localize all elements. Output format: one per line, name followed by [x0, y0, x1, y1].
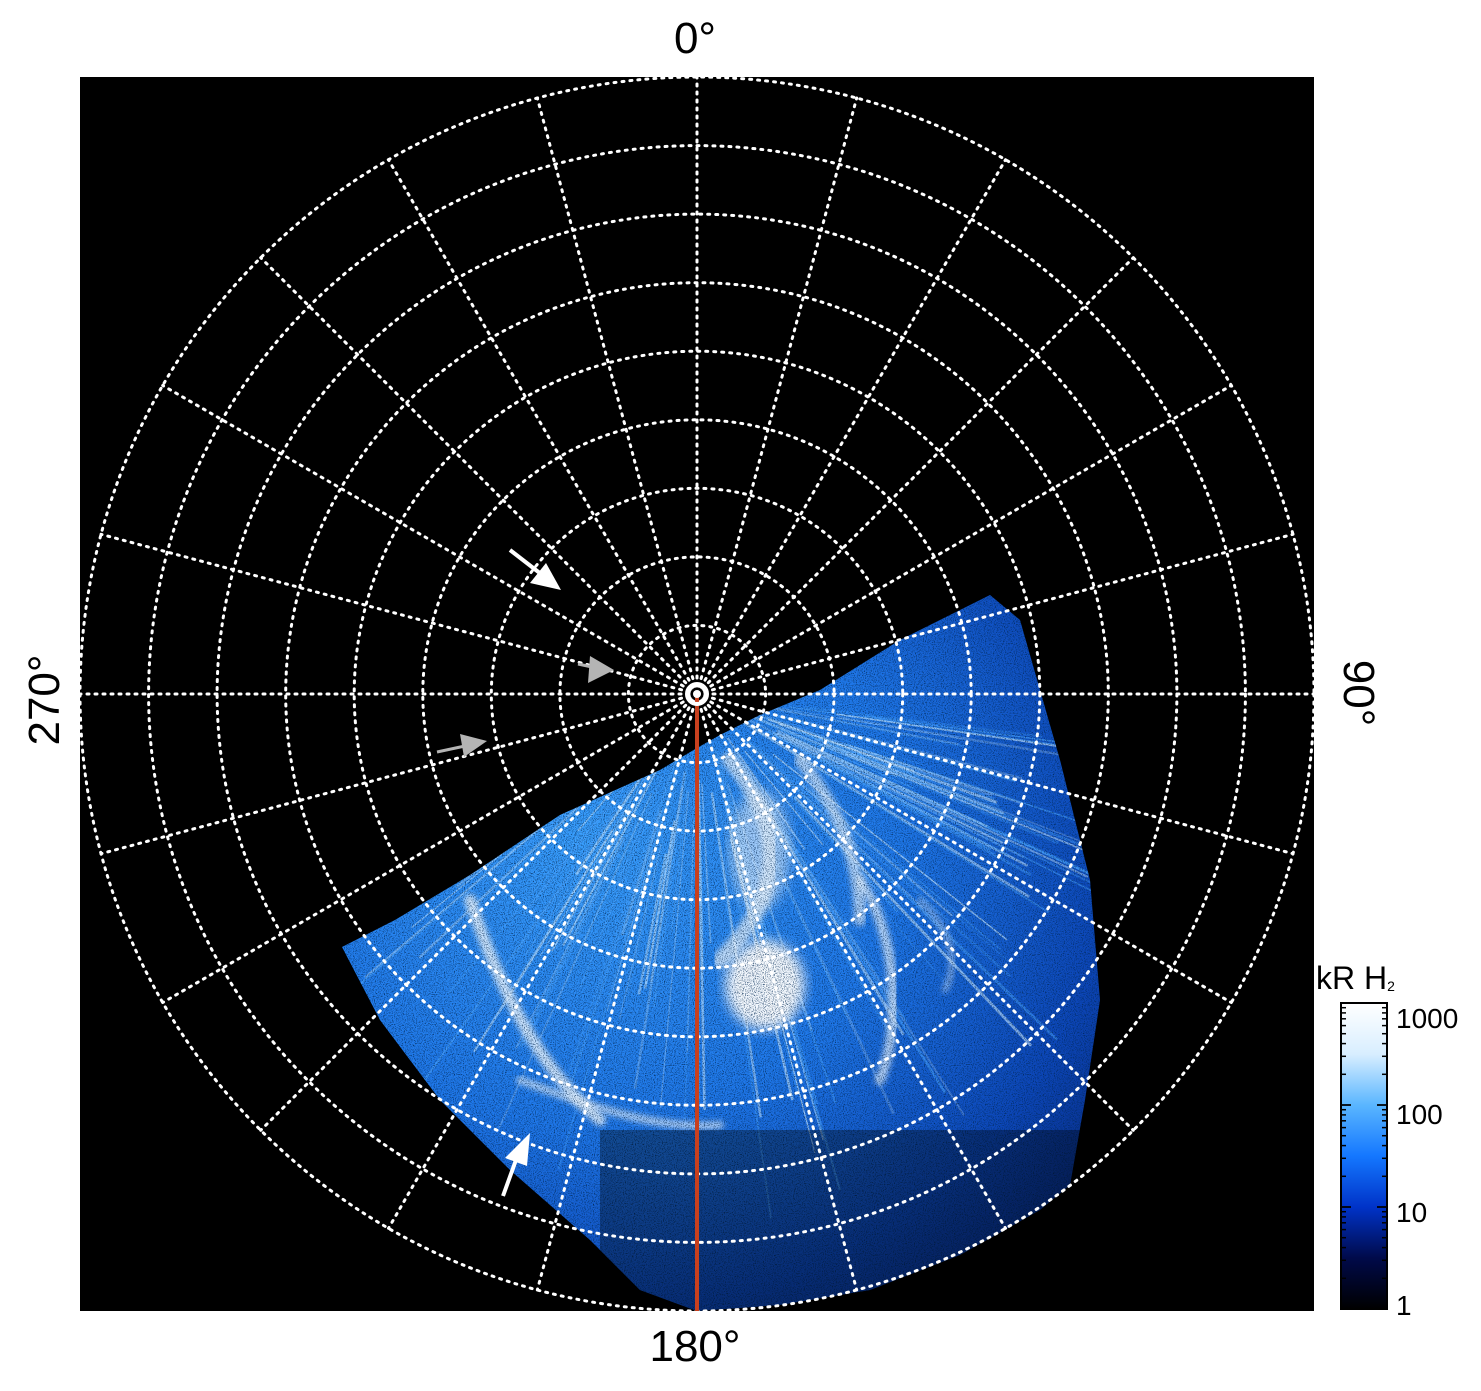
- grid-meridian: [695, 692, 859, 1292]
- grid-meridian: [259, 256, 699, 696]
- grid-meridian: [695, 256, 1135, 696]
- colorbar-minor-ticks: [1341, 1002, 1387, 1310]
- angle-label-270: 270°: [20, 654, 69, 746]
- angle-label-180: 180°: [649, 1322, 741, 1371]
- grid-meridian: [695, 96, 859, 696]
- angle-label-0: 0°: [673, 14, 717, 63]
- grid-meridian: [695, 692, 1233, 1004]
- grid-meridian: [161, 692, 699, 1004]
- grid-meridian: [387, 158, 699, 696]
- colorbar-title: kR H2: [1316, 960, 1395, 1004]
- angle-label-90: 90°: [1334, 659, 1383, 727]
- colorbar-title-text: kR H: [1316, 960, 1388, 996]
- grid-meridian: [695, 158, 1007, 696]
- annotation-arrows: [436, 548, 614, 1197]
- grid-meridian: [535, 96, 699, 696]
- colorbar-gradient: [1340, 1002, 1388, 1310]
- grid-meridian: [387, 692, 699, 1230]
- white-arrow-upper: [508, 548, 561, 590]
- grid-meridian: [695, 384, 1233, 696]
- white-arrow-bottom: [501, 1133, 530, 1197]
- grey-arrow-middle: [577, 656, 614, 683]
- colorbar-tick-label: 100: [1396, 1099, 1443, 1130]
- grid-meridian: [695, 692, 1295, 856]
- grid-meridian: [695, 532, 1295, 696]
- pole-marker-inner: [693, 690, 701, 698]
- grid-ring: [147, 144, 1247, 1244]
- grid-meridian: [161, 384, 699, 696]
- colorbar-tick-label: 10: [1396, 1197, 1428, 1228]
- colorbar-tick-label: 1: [1396, 1290, 1412, 1321]
- grid-meridian: [259, 692, 699, 1132]
- colorbar: [1340, 1002, 1388, 1310]
- colorbar-title-subscript: 2: [1387, 978, 1395, 994]
- grid-meridian: [695, 692, 1135, 1132]
- grid-ring: [626, 623, 768, 765]
- colorbar-tick-label: 1000: [1396, 1003, 1459, 1034]
- grid-meridian: [535, 692, 699, 1292]
- pole-marker: [685, 682, 709, 706]
- grey-arrow-lower: [436, 734, 487, 757]
- grid-meridian: [99, 692, 699, 856]
- grid-meridian: [695, 692, 1007, 1230]
